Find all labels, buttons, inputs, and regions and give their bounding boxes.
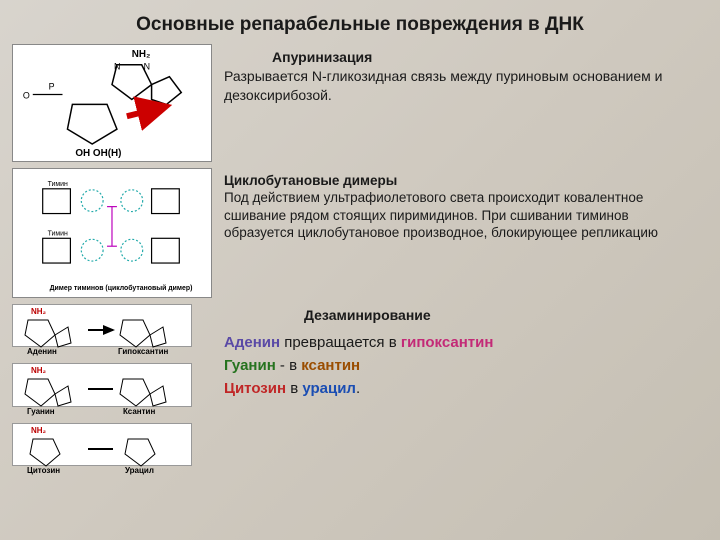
body-apurinization: Разрывается N-гликозидная связь между пу… xyxy=(224,67,664,105)
svg-text:Димер тиминов (циклобутановый: Димер тиминов (циклобутановый димер) xyxy=(50,284,193,292)
deam-line-2: Гуанин - в ксантин xyxy=(224,354,493,377)
row-apurinization: NH₂ N N O P OH OH(H) Апуринизация Разрыв… xyxy=(12,44,708,162)
body-dimers: Под действием ультрафиолетового света пр… xyxy=(224,189,664,241)
content-area: NH₂ N N O P OH OH(H) Апуринизация Разрыв… xyxy=(0,44,720,472)
deam-pair-3: NH₂ Цитозин Урацил xyxy=(12,423,192,466)
text-dimers: Циклобутановые димеры Под действием ульт… xyxy=(224,168,664,241)
row-dimers: Тимин Тимин Димер тиминов (циклобутановы… xyxy=(12,168,708,298)
deam-line-3: Цитозин в урацил. xyxy=(224,377,493,400)
chem-structure-apurinization: NH₂ N N O P OH OH(H) xyxy=(12,44,212,162)
chem-structure-deamination: NH₂ Аденин Гипоксантин NH₂ Гуанин Ксанти… xyxy=(12,304,212,472)
deam-lines: Аденин превращается в гипоксантин Гуанин… xyxy=(224,331,493,401)
svg-text:OH OH(H): OH OH(H) xyxy=(75,148,121,159)
deam-line-1: Аденин превращается в гипоксантин xyxy=(224,331,493,354)
heading-dimers: Циклобутановые димеры xyxy=(224,172,664,189)
svg-text:O: O xyxy=(23,90,30,100)
heading-deamination: Дезаминирование xyxy=(224,306,493,325)
nh2-label: NH₂ xyxy=(132,49,151,60)
text-apurinization: Апуринизация Разрывается N-гликозидная с… xyxy=(224,44,664,105)
svg-text:Тимин: Тимин xyxy=(48,230,68,237)
deam-pair-1: NH₂ Аденин Гипоксантин xyxy=(12,304,192,347)
page-title: Основные репарабельные повреждения в ДНК xyxy=(0,0,720,44)
svg-text:Тимин: Тимин xyxy=(48,181,68,188)
deam-pair-2: NH₂ Гуанин Ксантин xyxy=(12,363,192,406)
chem-structure-dimers: Тимин Тимин Димер тиминов (циклобутановы… xyxy=(12,168,212,298)
svg-text:N: N xyxy=(114,62,120,72)
heading-apurinization: Апуринизация xyxy=(224,48,664,67)
text-deamination: Дезаминирование Аденин превращается в ги… xyxy=(224,304,493,401)
svg-text:P: P xyxy=(49,82,55,92)
svg-text:N: N xyxy=(144,62,150,72)
row-deamination: NH₂ Аденин Гипоксантин NH₂ Гуанин Ксанти… xyxy=(12,304,708,472)
